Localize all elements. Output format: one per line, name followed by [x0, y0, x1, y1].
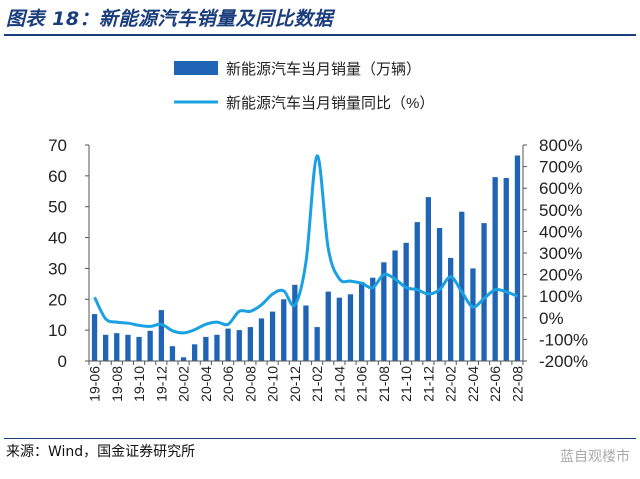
yoy-line	[93, 154, 518, 335]
bar-19-09	[125, 334, 131, 361]
bar-21-07	[370, 277, 376, 361]
bar-21-08	[381, 262, 387, 361]
x-tick-label-22-02: 22-02	[443, 366, 459, 402]
y-right-tick-label: 400%	[539, 222, 582, 241]
y-left-tick-label: 20	[48, 290, 67, 309]
bar-20-04	[203, 336, 209, 361]
y-left-tick-label: 0	[58, 352, 67, 371]
bar-22-04	[470, 268, 476, 361]
x-tick-label-22-04: 22-04	[465, 366, 481, 402]
y-right-tick-label: -100%	[539, 330, 588, 349]
bar-22-02	[448, 257, 454, 361]
y-right-tick-label: -200%	[539, 352, 588, 371]
bar-22-01	[436, 228, 443, 361]
x-tick-label-21-12: 21-12	[420, 366, 436, 402]
bar-series	[91, 155, 521, 361]
x-tick-label-20-10: 20-10	[265, 366, 281, 402]
y-left-tick-label: 50	[48, 198, 67, 217]
x-tick-label-20-04: 20-04	[198, 366, 214, 402]
bar-21-12	[425, 197, 431, 361]
line-series	[93, 154, 518, 335]
source-note: 来源：Wind，国金证券研究所	[6, 444, 196, 460]
y-right-tick-label: 500%	[539, 201, 582, 220]
figure-title: 图表 18：新能源汽车销量及同比数据	[6, 8, 334, 30]
bar-20-03	[192, 344, 198, 361]
bar-20-12	[292, 284, 298, 361]
bar-20-08	[247, 327, 253, 361]
bar-21-09	[392, 250, 398, 361]
watermark: 蓝自观楼市	[560, 449, 630, 465]
x-tick-label-20-02: 20-02	[176, 366, 192, 402]
y-right-tick-label: 200%	[539, 266, 582, 285]
y-left-tick-label: 70	[48, 136, 67, 155]
title-divider	[4, 34, 636, 36]
bar-20-10	[269, 311, 276, 361]
x-tick-label-21-10: 21-10	[398, 366, 414, 402]
bar-22-05	[481, 223, 487, 361]
x-tick-label-19-10: 19-10	[131, 366, 147, 402]
x-tick-label-21-08: 21-08	[376, 366, 392, 402]
x-tick-label-21-04: 21-04	[331, 366, 347, 402]
bar-21-10	[403, 242, 409, 361]
bar-20-11	[281, 299, 287, 361]
legend-swatch-sales	[174, 61, 218, 75]
y-right-tick-label: 600%	[539, 179, 582, 198]
y-left-tick-label: 40	[48, 229, 67, 248]
bar-21-11	[414, 222, 420, 361]
bar-22-07	[503, 178, 509, 361]
x-tick-label-20-08: 20-08	[242, 366, 258, 402]
legend: 新能源汽车当月销量（万辆） 新能源汽车当月销量同比（%）	[174, 61, 434, 112]
x-tick-label-22-06: 22-06	[487, 366, 503, 402]
bar-21-04	[336, 297, 342, 361]
y-left-tick-label: 60	[48, 167, 67, 186]
legend-label-yoy: 新能源汽车当月销量同比（%）	[226, 95, 434, 112]
bar-20-09	[258, 318, 265, 361]
sales-chart: 新能源汽车当月销量（万辆） 新能源汽车当月销量同比（%） 0 10 20 30 40 50 6…	[48, 61, 588, 402]
y-left-tick-label: 30	[48, 259, 67, 278]
x-tick-label-21-06: 21-06	[354, 366, 370, 402]
bar-20-07	[236, 330, 242, 361]
bar-20-05	[214, 334, 220, 361]
bottom-divider	[4, 438, 636, 439]
legend-label-sales: 新能源汽车当月销量（万辆）	[226, 61, 421, 78]
bar-20-01	[169, 346, 176, 361]
bar-22-08	[514, 155, 521, 361]
axes: 0 10 20 30 40 50 60 70 -200% -100% 0% 100% 200% 300% 4…	[48, 136, 588, 402]
bar-21-01	[303, 305, 309, 361]
bar-22-06	[492, 177, 498, 361]
x-tick-label-22-08: 22-08	[509, 366, 525, 402]
bar-19-11	[147, 330, 153, 361]
bar-21-02	[314, 327, 320, 361]
bar-20-02	[180, 357, 187, 361]
x-tick-label-21-02: 21-02	[309, 366, 325, 402]
x-tick-label-19-12: 19-12	[153, 366, 169, 402]
x-tick-label-20-12: 20-12	[287, 366, 303, 402]
bar-21-03	[325, 291, 331, 361]
x-tick-label-19-06: 19-06	[87, 366, 103, 402]
x-tick-label-19-08: 19-08	[109, 366, 125, 402]
bar-19-07	[103, 334, 109, 361]
bar-20-06	[225, 328, 231, 361]
bar-19-06	[91, 314, 98, 361]
y-right-tick-label: 800%	[539, 136, 582, 155]
y-left-tick-label: 10	[48, 321, 67, 340]
bar-21-06	[359, 282, 365, 361]
bar-19-08	[114, 333, 120, 361]
bar-19-10	[136, 336, 142, 361]
x-tick-label-20-06: 20-06	[220, 366, 236, 402]
bar-21-05	[347, 294, 354, 361]
bar-22-03	[459, 211, 465, 361]
y-right-tick-label: 300%	[539, 244, 582, 263]
y-right-tick-label: 0%	[539, 309, 564, 328]
y-right-tick-label: 100%	[539, 287, 582, 306]
y-right-tick-label: 700%	[539, 158, 582, 177]
bar-19-12	[158, 310, 164, 361]
